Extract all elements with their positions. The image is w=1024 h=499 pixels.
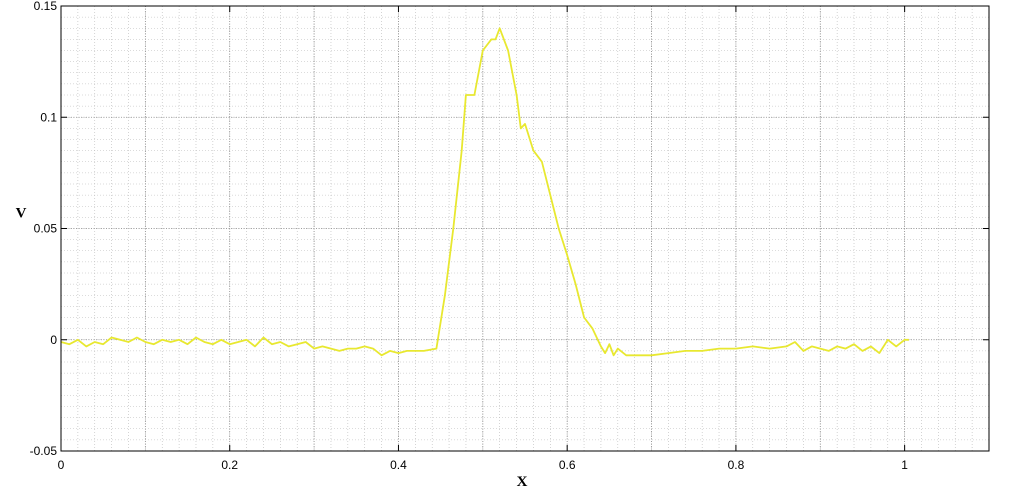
x-tick-label: 0.4 [390, 458, 407, 472]
y-tick-label: 0.1 [40, 110, 57, 124]
x-tick-label: 0.6 [559, 458, 576, 472]
series-layer [60, 27, 909, 357]
y-tick-label: 0 [50, 333, 57, 347]
y-axis-label: V [16, 205, 27, 221]
x-axis-label: X [517, 474, 528, 490]
y-tick-label: -0.05 [30, 444, 58, 458]
y-tick-label: 0.15 [34, 0, 58, 13]
x-tick-label: 0.8 [728, 458, 745, 472]
series-line-0 [60, 27, 909, 357]
plot-area-frame [60, 5, 990, 452]
grid-layer [60, 5, 990, 452]
x-tick-label: 0.2 [221, 458, 238, 472]
x-tick-label: 0 [58, 458, 65, 472]
y-tick-label: 0.05 [34, 222, 58, 236]
x-tick-label: 1 [901, 458, 908, 472]
